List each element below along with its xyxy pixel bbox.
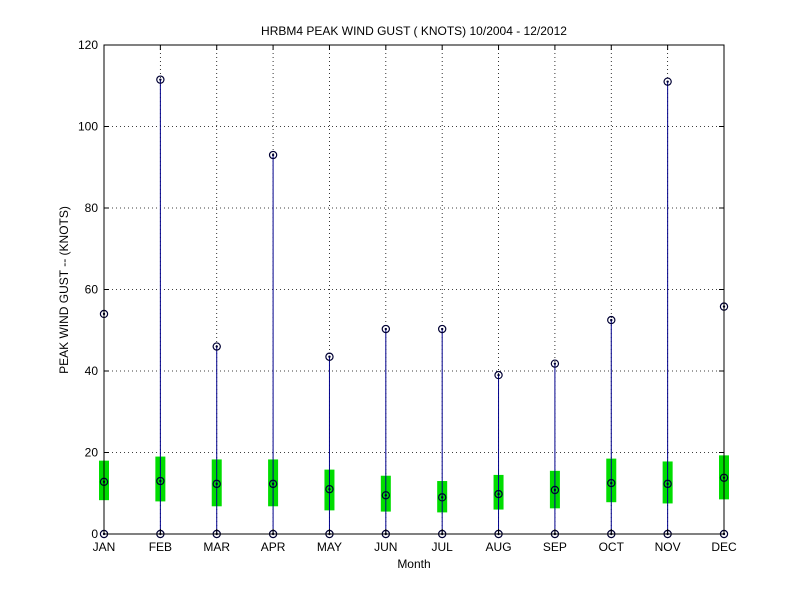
median-marker xyxy=(494,489,503,499)
axis-ticks: 0 20 40 60 80 100 120 JAN FEB MAR APR MAY JUN JUL AUG S… xyxy=(78,38,737,554)
x-tick-label: JAN xyxy=(93,540,116,554)
y-tick-label: 40 xyxy=(85,364,99,378)
median-marker xyxy=(381,491,391,500)
median-marker-dot xyxy=(328,487,331,491)
median-marker-dot xyxy=(159,479,162,483)
y-axis-label: PEAK WIND GUST -- (KNOTS) xyxy=(57,206,71,374)
max-marker-dot xyxy=(666,80,669,83)
median-marker xyxy=(268,479,278,489)
max-marker-dot xyxy=(328,355,331,358)
median-marker xyxy=(325,484,334,494)
median-marker-dot xyxy=(553,488,557,492)
y-tick-label: 100 xyxy=(78,120,98,134)
max-marker-dot xyxy=(271,153,275,157)
max-marker-dot xyxy=(610,318,613,322)
box-jul xyxy=(437,324,448,539)
y-tick-label: 20 xyxy=(85,446,99,460)
max-marker-dot xyxy=(215,345,218,348)
x-tick-label: MAY xyxy=(317,540,342,554)
median-marker-dot xyxy=(384,494,388,497)
median-marker xyxy=(663,479,672,489)
max-marker-dot xyxy=(384,327,388,331)
max-marker-dot xyxy=(553,362,557,365)
y-tick-label: 80 xyxy=(85,201,99,215)
max-marker xyxy=(381,324,391,334)
max-marker-dot xyxy=(440,327,444,331)
x-tick-label: DEC xyxy=(711,540,737,554)
max-marker xyxy=(212,342,221,351)
median-marker xyxy=(156,476,165,486)
x-tick-label: JUN xyxy=(374,540,397,554)
max-marker xyxy=(437,324,447,334)
chart-title: HRBM4 PEAK WIND GUST ( KNOTS) 10/2004 - … xyxy=(261,24,567,38)
median-marker xyxy=(212,479,221,489)
y-tick-label: 0 xyxy=(91,527,98,541)
max-marker xyxy=(156,75,165,84)
max-marker xyxy=(607,315,616,325)
median-marker-dot xyxy=(497,492,500,496)
max-marker-dot xyxy=(497,373,500,377)
max-marker xyxy=(268,150,278,160)
max-marker xyxy=(550,359,560,368)
median-marker xyxy=(607,478,616,488)
x-tick-label: JUL xyxy=(432,540,454,554)
max-marker-dot xyxy=(159,78,162,81)
median-marker-dot xyxy=(271,482,275,486)
box-oct xyxy=(606,315,617,539)
median-marker xyxy=(437,493,447,502)
median-marker-dot xyxy=(215,482,218,486)
y-tick-label: 60 xyxy=(85,283,99,297)
median-marker xyxy=(550,485,560,495)
median-marker-dot xyxy=(440,496,444,499)
max-marker xyxy=(494,370,503,380)
median-marker-dot xyxy=(610,481,613,485)
y-tick-label: 120 xyxy=(78,38,98,52)
box-feb xyxy=(155,75,166,539)
max-marker xyxy=(325,352,334,361)
x-tick-label: MAR xyxy=(203,540,230,554)
x-tick-label: OCT xyxy=(599,540,625,554)
x-axis-label: Month xyxy=(397,557,430,571)
max-marker xyxy=(663,77,672,86)
median-marker-dot xyxy=(666,482,669,486)
x-tick-label: SEP xyxy=(543,540,567,554)
x-tick-label: FEB xyxy=(149,540,172,554)
x-tick-label: AUG xyxy=(486,540,512,554)
x-tick-label: APR xyxy=(261,540,286,554)
x-tick-label: NOV xyxy=(655,540,681,554)
